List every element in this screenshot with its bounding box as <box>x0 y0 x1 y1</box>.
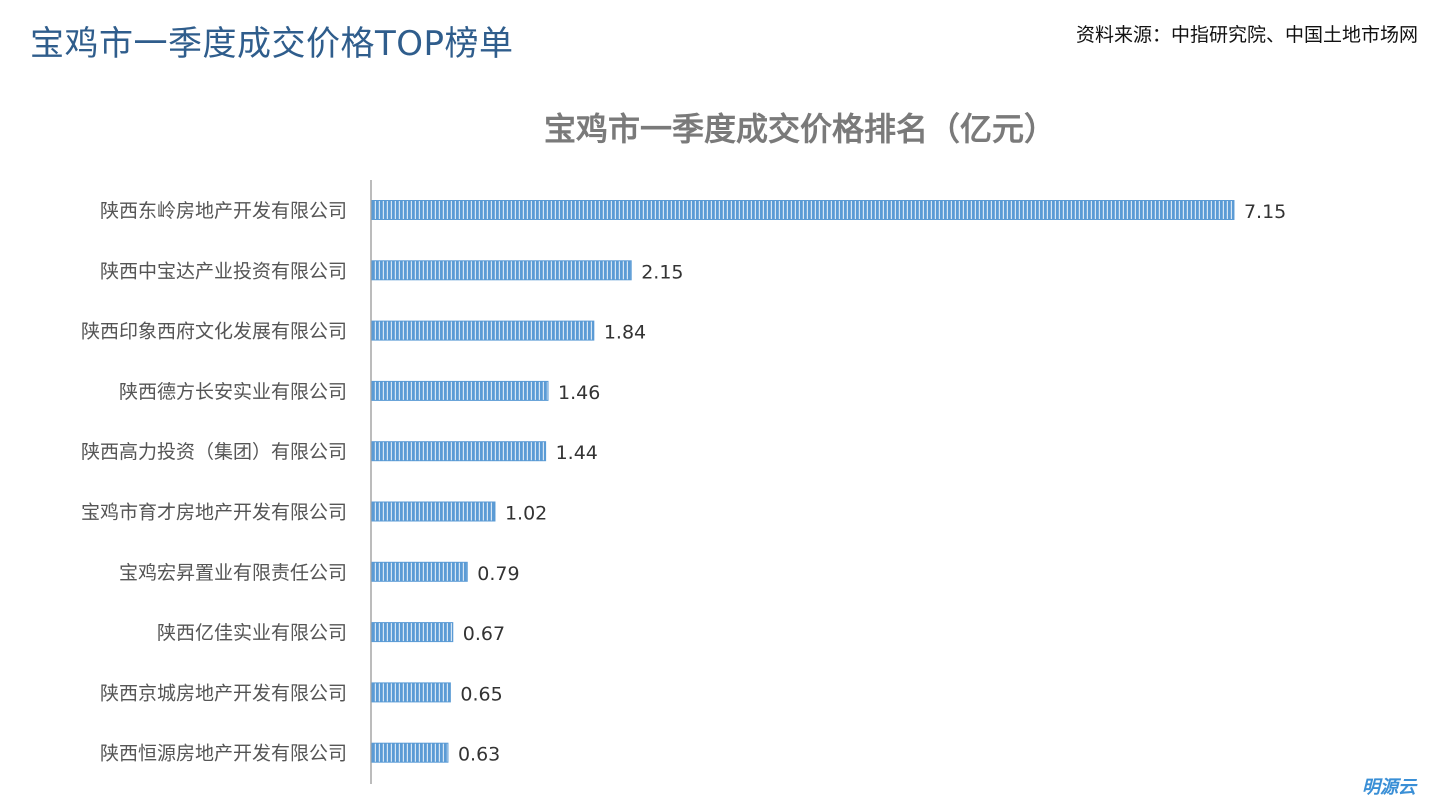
category-label: 宝鸡市育才房地产开发有限公司 <box>81 502 347 524</box>
bar <box>371 561 468 582</box>
category-label: 陕西高力投资（集团）有限公司 <box>81 441 347 463</box>
category-label: 陕西亿佳实业有限公司 <box>157 622 347 644</box>
page-title: 宝鸡市一季度成交价格TOP榜单 <box>30 24 514 64</box>
bar <box>371 320 595 341</box>
category-label: 陕西东岭房地产开发有限公司 <box>100 200 347 222</box>
source-note: 资料来源：中指研究院、中国土地市场网 <box>1075 24 1418 46</box>
category-label: 陕西德方长安实业有限公司 <box>119 381 347 403</box>
bar <box>371 622 454 643</box>
value-label: 0.65 <box>460 683 502 705</box>
bar <box>371 200 1235 220</box>
value-label: 1.02 <box>505 503 547 525</box>
category-label: 陕西中宝达产业投资有限公司 <box>100 260 347 282</box>
value-label: 1.84 <box>604 322 646 344</box>
value-label: 1.46 <box>558 382 600 404</box>
category-label: 宝鸡宏昇置业有限责任公司 <box>119 562 347 584</box>
bar <box>371 260 632 281</box>
bar <box>371 441 547 462</box>
value-label: 0.67 <box>463 623 505 645</box>
bar <box>371 501 496 522</box>
chart-title: 宝鸡市一季度成交价格排名（亿元） <box>543 110 1056 148</box>
value-label: 7.15 <box>1244 201 1286 223</box>
value-label: 0.63 <box>458 744 500 766</box>
value-label: 1.44 <box>556 442 598 464</box>
bar <box>371 742 449 763</box>
category-label: 陕西印象西府文化发展有限公司 <box>81 321 347 343</box>
bar <box>371 380 549 401</box>
value-label: 0.79 <box>477 563 519 585</box>
category-label: 陕西恒源房地产开发有限公司 <box>100 743 347 765</box>
brand-logo: 明源云 <box>1362 777 1416 798</box>
value-label: 2.15 <box>641 261 683 283</box>
category-label: 陕西京城房地产开发有限公司 <box>100 682 347 704</box>
bar <box>371 682 451 703</box>
